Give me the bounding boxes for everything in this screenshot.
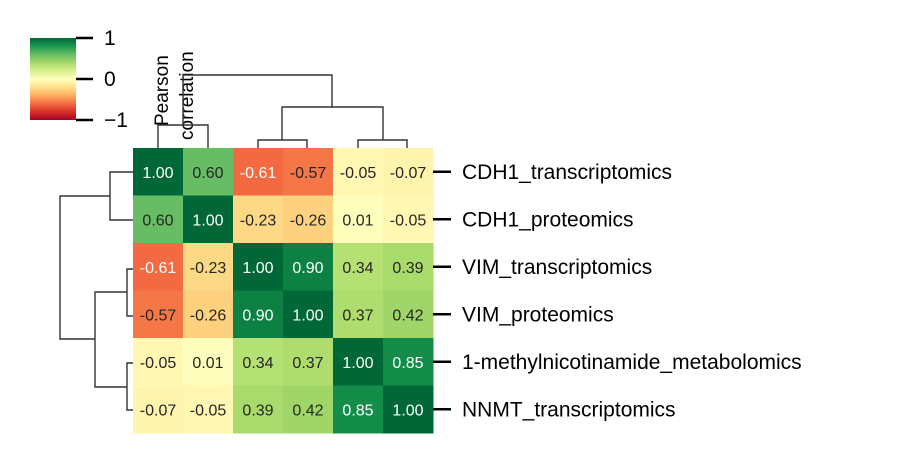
row-label: VIM_proteomics bbox=[462, 303, 614, 326]
row-label: VIM_transcriptomics bbox=[462, 256, 652, 279]
cell-value-label: 0.60 bbox=[192, 165, 223, 182]
cell-value-label: -0.26 bbox=[290, 212, 327, 229]
heatmap-cell bbox=[383, 338, 434, 386]
cell-value-label: 0.39 bbox=[392, 260, 423, 277]
heatmap-cell bbox=[233, 290, 284, 339]
colorbar-title-line-2: correlation bbox=[177, 51, 198, 140]
cell-value-label: 1.00 bbox=[242, 260, 273, 277]
row-label: CDH1_transcriptomics bbox=[462, 161, 672, 184]
heatmap-cell bbox=[333, 290, 384, 339]
cell-value-label: -0.61 bbox=[140, 260, 177, 277]
heatmap-cell bbox=[333, 195, 384, 244]
cell-value-label: 1.00 bbox=[292, 307, 323, 324]
heatmap-cell bbox=[183, 243, 234, 291]
heatmap-cell bbox=[133, 148, 184, 196]
row-label: CDH1_proteomics bbox=[462, 208, 634, 231]
cell-value-label: -0.05 bbox=[340, 165, 377, 182]
colorbar-title-line-1: Pearson bbox=[152, 55, 173, 126]
cell-value-label: 1.00 bbox=[342, 355, 373, 372]
heatmap-cell bbox=[183, 385, 234, 434]
cell-value-label: -0.23 bbox=[190, 260, 227, 277]
cell-value-label: -0.05 bbox=[190, 402, 227, 419]
cell-value-label: 0.37 bbox=[292, 355, 323, 372]
heatmap-cell bbox=[183, 148, 234, 196]
cell-value-label: -0.07 bbox=[140, 402, 177, 419]
heatmap-cell bbox=[183, 338, 234, 386]
colorbar-tick-label: −1 bbox=[104, 109, 128, 132]
heatmap-cell bbox=[283, 148, 334, 196]
column-dendrogram bbox=[157, 74, 408, 148]
cell-value-label: -0.23 bbox=[240, 212, 277, 229]
heatmap-cell bbox=[233, 148, 284, 196]
cell-value-label: 0.34 bbox=[242, 355, 273, 372]
cell-value-label: 0.01 bbox=[342, 212, 373, 229]
cell-value-label: 1.00 bbox=[192, 212, 223, 229]
cell-value-label: 0.39 bbox=[242, 402, 273, 419]
cell-value-label: -0.57 bbox=[140, 307, 177, 324]
cell-value-label: 0.34 bbox=[342, 260, 373, 277]
cell-value-label: 0.90 bbox=[292, 260, 323, 277]
heatmap-cell bbox=[283, 195, 334, 244]
heatmap-grid: 1.00 0.60 -0.61 -0.57 -0.05 -0.07 0.60 1.00 -0.2… bbox=[133, 148, 434, 434]
cell-value-label: -0.07 bbox=[390, 165, 427, 182]
cell-value-label: 1.00 bbox=[392, 402, 423, 419]
heatmap-cell bbox=[383, 290, 434, 339]
colorbar-gradient bbox=[30, 38, 76, 120]
row-dendrogram bbox=[59, 171, 133, 411]
heatmap-cell bbox=[333, 385, 384, 434]
heatmap-cell bbox=[383, 385, 434, 434]
cell-value-label: 1.00 bbox=[142, 165, 173, 182]
cell-value-label: 0.42 bbox=[292, 402, 323, 419]
heatmap-cell bbox=[283, 338, 334, 386]
cell-value-label: -0.05 bbox=[140, 355, 177, 372]
heatmap-cell bbox=[133, 385, 184, 434]
heatmap-cell bbox=[383, 195, 434, 244]
heatmap-cell bbox=[333, 243, 384, 291]
heatmap-cell bbox=[183, 195, 234, 244]
heatmap-cell bbox=[133, 338, 184, 386]
heatmap-cell bbox=[283, 290, 334, 339]
heatmap-cell bbox=[233, 243, 284, 291]
cell-value-label: 0.42 bbox=[392, 307, 423, 324]
heatmap-cell bbox=[383, 243, 434, 291]
heatmap-cell bbox=[333, 338, 384, 386]
row-label: 1-methylnicotinamide_metabolomics bbox=[462, 351, 802, 374]
row-labels: CDH1_transcriptomics CDH1_proteomics VIM_t… bbox=[433, 161, 802, 421]
row-label: NNMT_transcriptomics bbox=[462, 398, 676, 421]
heatmap-cell bbox=[183, 290, 234, 339]
heatmap-cell bbox=[283, 243, 334, 291]
colorbar-ticks: 1 0 −1 bbox=[76, 27, 128, 132]
heatmap-cell bbox=[233, 338, 284, 386]
cell-value-label: 0.37 bbox=[342, 307, 373, 324]
heatmap-cell bbox=[283, 385, 334, 434]
colorbar-tick-label: 0 bbox=[104, 68, 116, 91]
heatmap-cell bbox=[233, 195, 284, 244]
heatmap-cell bbox=[133, 195, 184, 244]
colorbar: 1 0 −1 Pearson correlation bbox=[30, 27, 198, 140]
cell-value-label: -0.57 bbox=[290, 165, 327, 182]
heatmap-cell bbox=[133, 243, 184, 291]
colorbar-tick-label: 1 bbox=[104, 27, 116, 50]
cell-value-label: -0.26 bbox=[190, 307, 227, 324]
cell-value-label: 0.01 bbox=[192, 355, 223, 372]
cell-value-label: -0.61 bbox=[240, 165, 277, 182]
cell-value-label: 0.60 bbox=[142, 212, 173, 229]
heatmap-cell bbox=[233, 385, 284, 434]
heatmap-cell bbox=[333, 148, 384, 196]
cell-value-label: 0.85 bbox=[392, 355, 423, 372]
cell-value-label: 0.85 bbox=[342, 402, 373, 419]
cell-value-label: 0.90 bbox=[242, 307, 273, 324]
cell-value-label: -0.05 bbox=[390, 212, 427, 229]
heatmap-cell bbox=[383, 148, 434, 196]
heatmap-cell bbox=[133, 290, 184, 339]
